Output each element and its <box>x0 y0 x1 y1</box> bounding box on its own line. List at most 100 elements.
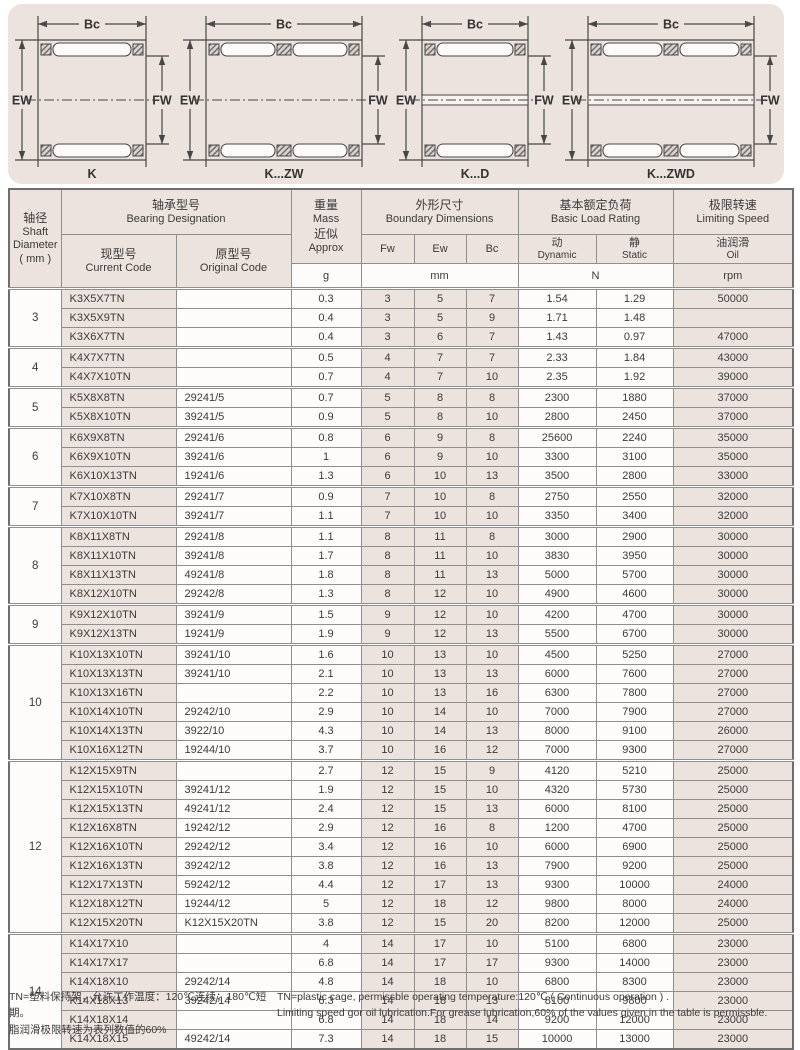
shaft-diameter-cell: 10 <box>8 643 62 761</box>
table-row: K9X12X13TN 19241/9 1.9 9 12 13 5500 6700 30000 <box>9 624 794 645</box>
bc-cell: 10 <box>465 546 519 566</box>
bc-cell: 10 <box>465 407 519 428</box>
limiting-speed-cell: 47000 <box>672 327 794 348</box>
static-load-cell: 4700 <box>595 603 674 625</box>
col-header-static: 静 Static <box>595 234 674 264</box>
current-code-cell: K4X7X10TN <box>60 367 177 388</box>
mass-cell: 0.7 <box>290 386 362 408</box>
fw-cell: 12 <box>360 780 415 800</box>
dynamic-load-cell: 2750 <box>517 485 597 507</box>
original-code-cell: 39241/5 <box>175 407 292 428</box>
table-row: K6X9X10TN 39241/6 1 6 9 10 3300 3100 35000 <box>9 447 794 467</box>
designation-en: Bearing Designation <box>126 212 226 225</box>
fw-cell: 6 <box>360 426 415 448</box>
original-code-cell: 19241/6 <box>175 466 292 487</box>
limiting-speed-cell: 25000 <box>672 818 794 838</box>
limiting-speed-cell: 26000 <box>672 721 794 741</box>
limiting-speed-cell: 27000 <box>672 664 794 684</box>
svg-text:Bc: Bc <box>467 18 483 32</box>
static-load-cell: 7600 <box>595 664 674 684</box>
ew-cell: 15 <box>413 780 467 800</box>
bc-cell: 10 <box>465 837 519 857</box>
fw-cell: 4 <box>360 346 415 368</box>
limiting-speed-cell: 24000 <box>672 894 794 914</box>
mass-cell: 4 <box>290 932 362 954</box>
limiting-speed-cell: 30000 <box>672 525 794 547</box>
limiting-speed-cell: 39000 <box>672 367 794 388</box>
table-row: K12X15X20TN K12X15X20TN 3.8 12 15 20 8200 12000… <box>9 913 794 934</box>
current-code-cell: K8X11X10TN <box>60 546 177 566</box>
mass-cell: 2.1 <box>290 664 362 684</box>
fw-cell: 12 <box>360 818 415 838</box>
mass-cell: 2.2 <box>290 683 362 703</box>
mass-cell: 1.8 <box>290 565 362 585</box>
limiting-speed-cell: 30000 <box>672 584 794 605</box>
ew-cell: 8 <box>413 386 467 408</box>
bearing-diagram-2: Bc EW FW K...D <box>396 16 554 181</box>
fw-cell: 5 <box>360 407 415 428</box>
current-code-cell: K9X12X13TN <box>60 624 177 645</box>
current-code-cell: K3X6X7TN <box>60 327 177 348</box>
limiting-speed-cell: 25000 <box>672 856 794 876</box>
table-row: K10X13X13TN 39241/10 2.1 10 13 13 6000 7600 2700… <box>9 664 794 684</box>
bc-cell: 10 <box>465 584 519 605</box>
bc-cell: 20 <box>465 913 519 934</box>
mass-zh2: 近似 <box>314 226 339 241</box>
designation-zh: 轴承型号 <box>152 197 201 212</box>
mass-cell: 3.8 <box>290 856 362 876</box>
col-header-current-code: 现型号 Current Code <box>60 234 177 289</box>
original-code-cell: 19244/10 <box>175 740 292 761</box>
boundary-zh: 外形尺寸 <box>415 197 464 212</box>
original-code-cell <box>175 327 292 348</box>
table-row: K8X11X10TN 39241/8 1.7 8 11 10 3830 3950 30000 <box>9 546 794 566</box>
original-code-cell: 29242/12 <box>175 837 292 857</box>
bc-cell: 7 <box>465 287 519 309</box>
bc-cell: 8 <box>465 386 519 408</box>
original-code-cell <box>175 1010 292 1030</box>
dynamic-load-cell: 3000 <box>517 525 597 547</box>
current-code-cell: K7X10X8TN <box>60 485 177 507</box>
original-code-cell <box>175 953 292 973</box>
static-load-cell: 3950 <box>595 546 674 566</box>
static-load-cell: 1880 <box>595 386 674 408</box>
col-header-fw: Fw <box>360 234 415 264</box>
dynamic-load-cell: 3830 <box>517 546 597 566</box>
ew-cell: 16 <box>413 837 467 857</box>
mass-cell: 4.4 <box>290 875 362 895</box>
bearing-diagram-0: Bc EW FW K <box>12 16 172 181</box>
svg-text:Bc: Bc <box>276 18 292 32</box>
original-code-cell: 39241/12 <box>175 780 292 800</box>
dynamic-load-cell: 6000 <box>517 837 597 857</box>
current-code-cell: K12X15X13TN <box>60 799 177 819</box>
dynamic-load-cell: 6000 <box>517 664 597 684</box>
limiting-speed-cell: 25000 <box>672 780 794 800</box>
shaft-diameter-cell: 6 <box>8 426 62 487</box>
limiting-speed-cell: 25000 <box>672 759 794 781</box>
static-load-cell: 0.97 <box>595 327 674 348</box>
shaft-en2: Diameter <box>12 239 58 252</box>
static-load-cell: 2550 <box>595 485 674 507</box>
table-row: 14 K14X17X10 4 14 17 10 5100 6800 23000 <box>8 932 794 1050</box>
fw-cell: 14 <box>360 972 415 992</box>
dynamic-load-cell: 3500 <box>517 466 597 487</box>
mass-cell: 2.9 <box>290 702 362 722</box>
shaft-diameter-cell: 8 <box>8 525 62 605</box>
limiting-speed-cell: 30000 <box>672 565 794 585</box>
fw-cell: 10 <box>360 664 415 684</box>
current-en: Current Code <box>85 261 152 274</box>
svg-text:K...D: K...D <box>461 167 489 181</box>
bc-cell: 13 <box>465 856 519 876</box>
limiting-speed-cell: 24000 <box>672 875 794 895</box>
dynamic-load-cell: 9300 <box>517 953 597 973</box>
bc-cell: 8 <box>465 426 519 448</box>
ew-cell: 18 <box>413 894 467 914</box>
current-code-cell: K10X14X13TN <box>60 721 177 741</box>
original-code-cell: 29241/6 <box>175 426 292 448</box>
original-code-cell: 29241/5 <box>175 386 292 408</box>
col-header-boundary-dimensions: 外形尺寸 Boundary Dimensions <box>360 188 519 235</box>
col-header-dynamic: 动 Dynamic <box>517 234 597 264</box>
original-code-cell: 29242/8 <box>175 584 292 605</box>
fw-cell: 8 <box>360 565 415 585</box>
bc-cell: 10 <box>465 702 519 722</box>
mass-cell: 1.3 <box>290 584 362 605</box>
